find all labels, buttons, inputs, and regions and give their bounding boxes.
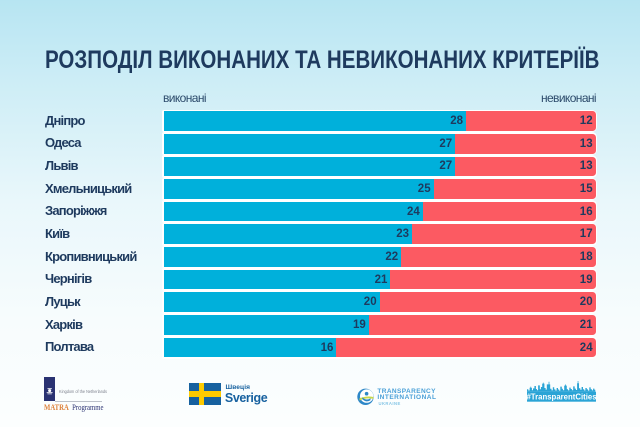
- svg-text:#TransparentCities: #TransparentCities: [527, 393, 596, 402]
